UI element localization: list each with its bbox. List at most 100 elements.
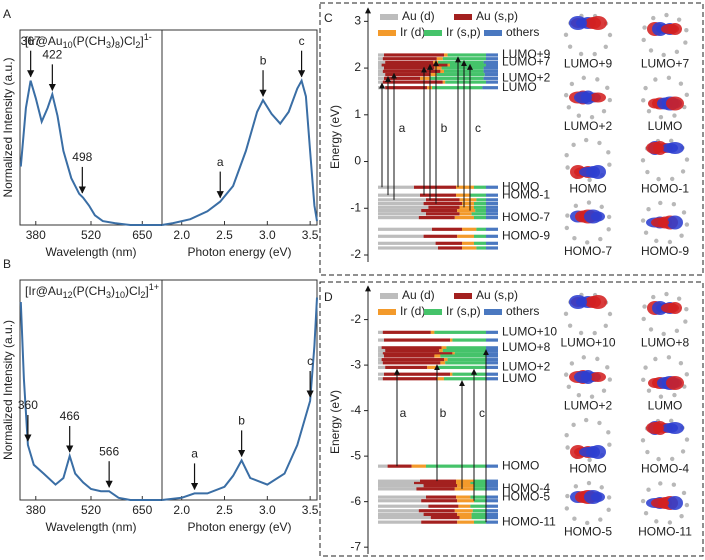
level-segment	[459, 198, 477, 202]
level-segment	[382, 57, 437, 61]
spectrum-line	[161, 78, 318, 226]
y-tick-label: 1	[354, 107, 361, 121]
level-segment	[452, 372, 486, 376]
level-segment	[486, 212, 498, 216]
level-segment	[378, 372, 384, 376]
ligand-atom	[654, 519, 659, 524]
level-segment	[434, 330, 486, 334]
level-segment	[439, 348, 443, 353]
legend-swatch	[378, 309, 396, 315]
orbital-picture	[563, 292, 613, 336]
y-tick-label: -1	[350, 200, 361, 214]
level-segment	[378, 504, 429, 508]
level-segment	[378, 60, 386, 65]
ligand-atom	[607, 97, 613, 103]
level-segment	[486, 208, 498, 213]
ligand-atom	[599, 485, 604, 490]
level-segment	[384, 338, 450, 342]
level-segment	[378, 346, 382, 350]
level-segment	[486, 338, 498, 342]
y-tick-label: -4	[350, 403, 361, 417]
ligand-atom	[585, 520, 590, 526]
level-segment	[474, 484, 486, 488]
ligand-atom	[601, 109, 607, 114]
orbital-lobe	[666, 376, 684, 390]
ligand-atom	[678, 81, 684, 86]
y-tick-label: -5	[350, 448, 361, 462]
orbital-picture	[564, 480, 612, 526]
level-segment	[474, 205, 486, 209]
ligand-atom	[592, 330, 597, 336]
ligand-atom	[595, 356, 600, 362]
orbital-lobe	[667, 496, 683, 510]
ligand-atom	[565, 493, 570, 499]
level-segment	[476, 246, 486, 250]
orbital-lobe	[585, 296, 601, 308]
level-label: HOMO	[502, 179, 539, 193]
level-label: HOMO-9	[502, 228, 550, 242]
level-segment	[454, 509, 473, 513]
orbital-lobe	[651, 498, 669, 508]
orbital-lobe	[662, 143, 678, 153]
x-tick-label: 380	[26, 228, 46, 242]
ligand-atom	[607, 162, 612, 167]
level-segment	[470, 504, 486, 508]
legend-label: Ir (d)	[400, 25, 425, 39]
level-segment	[483, 69, 498, 73]
level-label: HOMO-4	[502, 481, 550, 495]
level-segment	[378, 512, 424, 516]
level-label: HOMO-5	[502, 489, 550, 503]
transition-label: a	[400, 406, 407, 420]
annotation-label: 422	[42, 48, 62, 62]
ligand-atom	[681, 210, 687, 215]
level-segment	[378, 520, 422, 524]
level-segment	[483, 60, 498, 65]
level-segment	[384, 53, 444, 57]
annotation-label: 367	[21, 34, 41, 48]
orbital-label: LUMO+9	[564, 56, 613, 70]
level-segment	[432, 227, 462, 231]
level-segment	[459, 205, 474, 209]
level-segment	[474, 479, 486, 483]
level-segment	[378, 63, 382, 67]
level-segment	[456, 185, 474, 189]
orbital-lobe	[569, 295, 587, 309]
level-segment	[445, 80, 486, 84]
ligand-atom	[564, 432, 569, 438]
ligand-atom	[599, 204, 604, 210]
ligand-atom	[565, 445, 570, 450]
y-tick-label: -3	[350, 357, 361, 371]
level-segment	[378, 495, 426, 499]
level-segment	[444, 377, 486, 381]
level-segment	[427, 365, 437, 369]
level-segment	[378, 464, 388, 468]
ligand-atom	[676, 17, 682, 22]
ligand-atom	[672, 392, 677, 398]
orbital-lobe	[585, 17, 601, 29]
spectrum-line	[19, 301, 162, 501]
level-segment	[382, 361, 441, 365]
level-segment	[378, 515, 431, 520]
level-segment	[457, 512, 472, 516]
level-segment	[378, 57, 383, 61]
ligand-atom	[671, 201, 677, 207]
level-segment	[378, 338, 384, 342]
ligand-atom	[674, 328, 680, 334]
ligand-atom	[654, 238, 659, 244]
level-segment	[445, 361, 486, 365]
ligand-atom	[597, 140, 602, 146]
level-segment	[423, 484, 458, 488]
level-segment	[378, 365, 386, 369]
ligand-atom	[674, 49, 680, 55]
orbital-picture	[640, 138, 690, 182]
level-segment	[447, 358, 486, 362]
ligand-atom	[581, 355, 586, 360]
level-label: HOMO-11	[502, 514, 556, 528]
level-segment	[382, 69, 441, 73]
ligand-atom	[606, 507, 611, 512]
x-tick-label: 3.0	[259, 503, 276, 517]
level-segment	[378, 80, 383, 84]
level-segment	[470, 481, 486, 486]
orbital-lobe	[584, 490, 602, 504]
